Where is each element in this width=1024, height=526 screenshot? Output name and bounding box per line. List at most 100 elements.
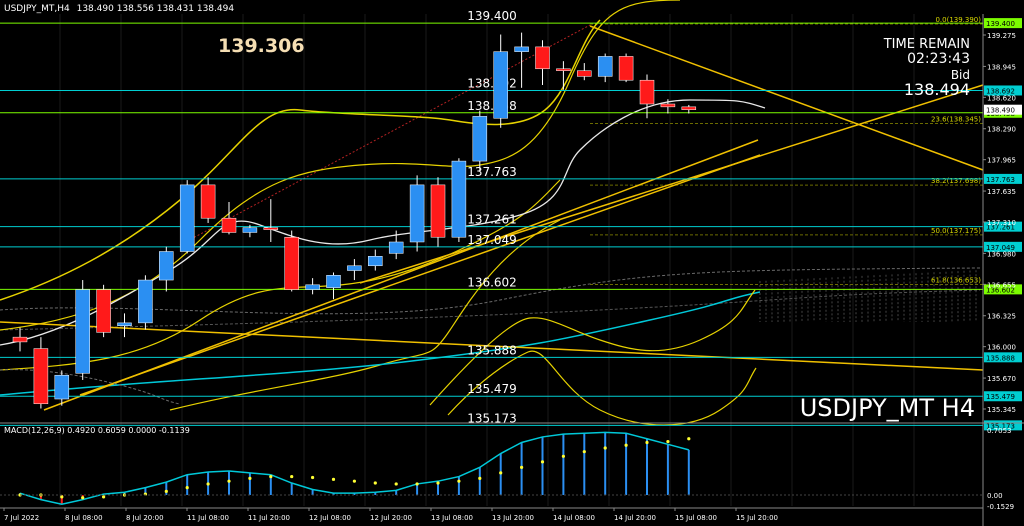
fib-level-label: 61.8(136.653) (931, 277, 981, 285)
chart-header: USDJPY_MT,H4 138.490 138.556 138.431 138… (4, 4, 234, 14)
macd-scale-label: 0.00 (987, 492, 1003, 500)
candle-body (514, 46, 529, 52)
time-tick-label: 12 Jul 20:00 (370, 514, 412, 522)
level-label: 136.602 (467, 275, 517, 289)
level-price-tag-text: 135.888 (986, 354, 1015, 362)
price-tick-label: 136.980 (987, 250, 1016, 258)
price-tick-label: 138.945 (987, 63, 1016, 71)
macd-scale-label: -0.1529 (987, 503, 1014, 511)
macd-signal-dot (269, 474, 273, 479)
macd-signal-dot (81, 496, 85, 500)
level-label: 137.049 (467, 233, 517, 247)
descending-trendline (589, 25, 984, 171)
price-tick-label: 139.275 (987, 32, 1016, 40)
level-label: 135.888 (467, 343, 517, 357)
level-label: 135.479 (467, 382, 517, 396)
time-tick-label: 11 Jul 20:00 (248, 514, 290, 522)
level-label: 139.400 (467, 9, 517, 23)
macd-signal-dot (520, 465, 524, 469)
shallow-trendline (0, 321, 984, 371)
level-price-tag (984, 18, 1022, 29)
level-price-tag-text: 137.261 (986, 224, 1015, 232)
bid-value: 138.494 (904, 80, 970, 99)
level-label: 137.261 (467, 213, 517, 227)
symbol-info: USDJPY_MT,H4 (4, 4, 70, 14)
candle-body (618, 56, 634, 81)
candle-body (138, 279, 153, 324)
macd-signal-dot (227, 479, 231, 483)
outer-upper-band (0, 0, 681, 331)
symbol-watermark: USDJPY_MT H4 (800, 394, 975, 422)
macd-main-line (19, 431, 689, 505)
level-label: 135.173 (467, 411, 517, 425)
time-tick-label: 8 Jul 08:00 (65, 514, 103, 522)
candle-body (305, 284, 320, 290)
candlestick-series (12, 32, 697, 409)
macd-signal-dot (185, 486, 189, 490)
level-price-tag-text: 137.763 (986, 176, 1015, 184)
time-tick-label: 13 Jul 08:00 (431, 514, 473, 522)
fib-level-label: 50.0(137.175) (931, 227, 981, 235)
macd-signal-dot (645, 440, 649, 445)
price-tick-label: 135.345 (987, 406, 1016, 414)
candle-body (33, 348, 49, 405)
macd-signal-dot (102, 495, 106, 499)
time-tick-label: 7 Jul 2022 (4, 514, 39, 522)
candle-body (179, 184, 195, 252)
level-price-tag-text: 135.173 (986, 422, 1015, 430)
residual-band (0, 369, 181, 405)
fibonacci-levels: 0.0(139.390) 23.6(138.345) 38.2(137.698) 50… (590, 16, 983, 286)
macd-signal-dot (687, 437, 691, 441)
time-remain-value: 02:23:43 (907, 51, 970, 67)
candle-body (597, 56, 613, 77)
level-price-tag (984, 173, 1022, 184)
price-tick-label: 135.670 (987, 375, 1016, 383)
candle-body (660, 103, 676, 108)
candle-body (577, 70, 592, 77)
candle-body (556, 68, 571, 71)
macd-signal-dot (60, 495, 64, 499)
candle-body (535, 46, 550, 70)
macd-signal-dot (248, 476, 252, 481)
candle-body (326, 275, 341, 288)
level-price-tag (984, 284, 1022, 295)
candle-body (639, 79, 655, 105)
price-tick-label: 136.000 (987, 344, 1016, 352)
price-tick-label: 138.290 (987, 126, 1016, 134)
macd-signal-dot (457, 479, 461, 483)
time-tick-label: 13 Jul 20:00 (492, 514, 534, 522)
price-tick-label: 138.620 (987, 94, 1016, 102)
time-tick-label: 14 Jul 08:00 (553, 514, 595, 522)
current-price-tag (984, 104, 1022, 115)
macd-signal-dot (540, 460, 545, 464)
macd-signal-dot (666, 439, 670, 444)
candle-body (493, 51, 508, 119)
level-label: 137.763 (467, 165, 517, 179)
time-tick-label: 11 Jul 08:00 (187, 514, 229, 522)
macd-signal-dot (394, 482, 398, 486)
chart-grid (59, 14, 915, 506)
price-tick-label: 137.635 (987, 188, 1016, 196)
macd-signal-dot (373, 481, 377, 485)
macd-title: MACD(12,26,9) 0.4920 0.6059 0.0000 -0.11… (4, 426, 190, 435)
candle-body (117, 322, 132, 326)
candle-body (472, 116, 488, 162)
level-price-tag (984, 241, 1022, 252)
ascending-trendline-3 (359, 84, 984, 284)
zigzag-band-2 (447, 350, 757, 426)
macd-signal-dot (582, 450, 586, 454)
level-price-tag-text: 138.692 (986, 87, 1015, 95)
zigzag-band (429, 289, 756, 406)
time-remain-label: TIME REMAIN (883, 37, 970, 52)
macd-signal-dot (311, 475, 315, 480)
macd-signal-dot (290, 474, 294, 479)
candle-body (75, 289, 90, 374)
macd-signal-dot (206, 482, 210, 486)
candle-body (221, 217, 237, 233)
macd-signal-dot (415, 482, 419, 486)
macd-signal-dot (478, 476, 482, 481)
candle-body (242, 227, 258, 233)
candle-body (96, 289, 111, 333)
level-price-tag-text: 139.400 (986, 20, 1015, 28)
